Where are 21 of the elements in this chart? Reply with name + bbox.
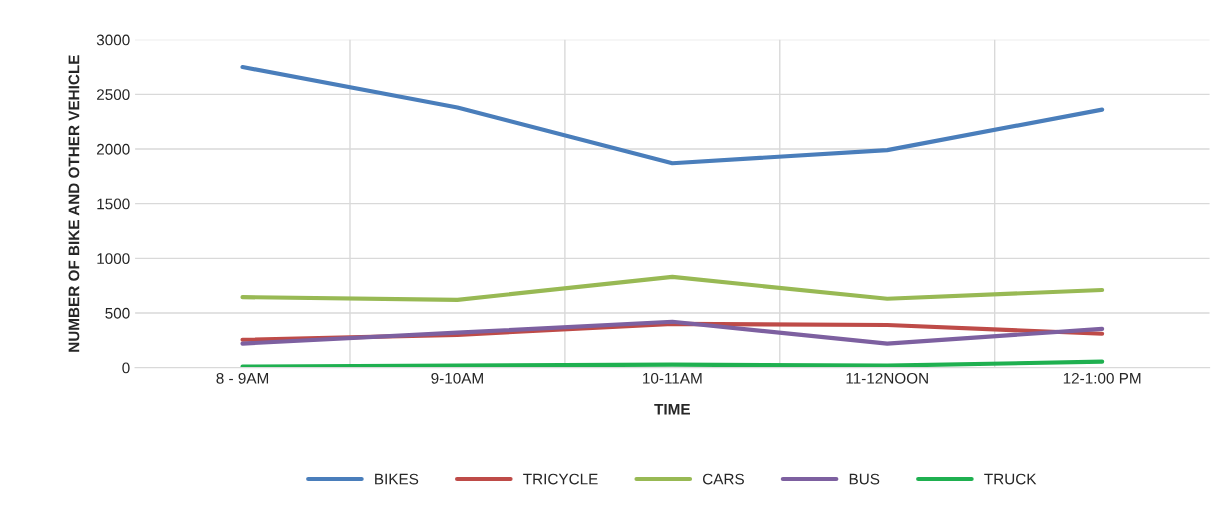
y-tick-label: 0 xyxy=(122,362,130,374)
x-tick-label: 11-12NOON xyxy=(846,372,928,384)
legend-label: BUS xyxy=(849,473,880,485)
line-series xyxy=(240,64,1105,166)
legend-label: BIKES xyxy=(375,473,419,485)
y-tick-label: 2500 xyxy=(97,89,130,101)
y-axis-title: NUMBER OF BIKE AND OTHER VEHICLE xyxy=(68,55,80,352)
x-tick-label: 9-10AM xyxy=(431,372,483,384)
y-tick-label: 1000 xyxy=(97,253,130,265)
x-axis-title: TIME xyxy=(654,403,690,415)
x-tick-label: 10-11AM xyxy=(643,372,702,384)
legend-label: CARS xyxy=(702,473,744,485)
x-tick-label: 8 - 9AM xyxy=(216,372,269,384)
legend-label: TRUCK xyxy=(984,473,1037,485)
line-series xyxy=(240,274,1105,302)
x-tick-label: 12-1:00 PM xyxy=(1063,372,1141,384)
y-tick-label: 1500 xyxy=(97,198,130,210)
y-tick-label: 500 xyxy=(105,307,130,319)
y-tick-label: 2000 xyxy=(97,143,130,155)
y-tick-label: 3000 xyxy=(96,34,130,46)
legend-label: TRICYCLE xyxy=(523,473,598,485)
